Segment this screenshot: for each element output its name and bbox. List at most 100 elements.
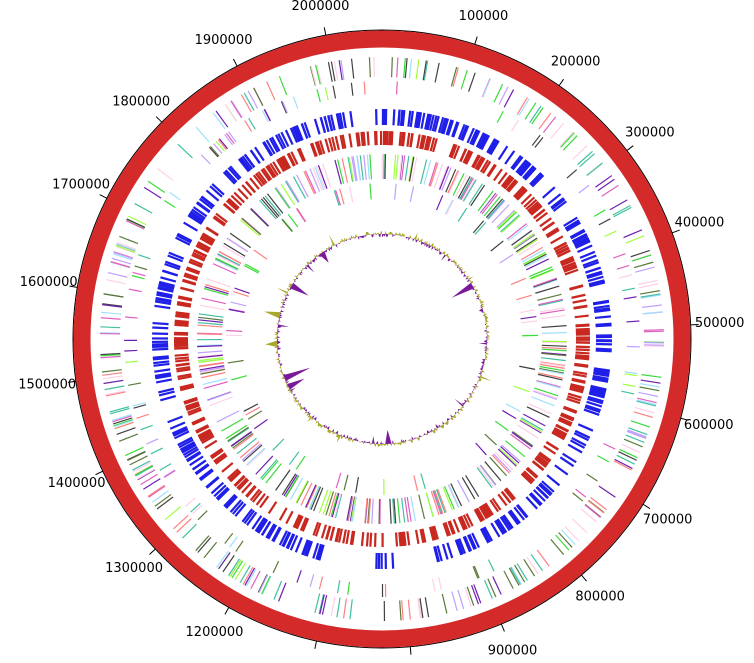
- cds-reverse-tick: [319, 140, 326, 155]
- cds-reverse-tick: [491, 497, 502, 511]
- cds-forward-tick: [494, 520, 505, 535]
- cds-reverse-tick: [210, 448, 224, 459]
- cog-reverse-tick: [523, 253, 547, 267]
- cds-reverse-tick: [257, 171, 268, 184]
- cog-reverse-tick: [539, 307, 565, 313]
- cog-forward-tick: [423, 60, 429, 81]
- cog-reverse-tick: [347, 496, 354, 521]
- cds-reverse-tick: [575, 348, 590, 352]
- cds-reverse-tick: [529, 204, 542, 215]
- cog-reverse-tick: [336, 159, 345, 184]
- cds-reverse-tick: [570, 383, 585, 389]
- cog-forward-tick: [336, 597, 341, 618]
- cog-forward-tick: [572, 145, 588, 160]
- cog-reverse-tick: [367, 498, 371, 524]
- cds-forward-tick: [452, 121, 460, 138]
- cds-forward-tick: [155, 378, 173, 384]
- cog-reverse-tick: [445, 169, 457, 193]
- cog-forward-tick: [242, 566, 254, 585]
- cog-forward-tick: [584, 504, 601, 518]
- cds-forward-tick: [241, 155, 254, 170]
- cds-forward-tick: [278, 530, 288, 546]
- cds-reverse-tick: [550, 235, 564, 245]
- cds-reverse-tick: [278, 507, 288, 521]
- cds-reverse-tick: [563, 265, 578, 273]
- cds-reverse-tick: [503, 176, 514, 189]
- cog-reverse-tick: [476, 467, 493, 489]
- cds-forward-tick: [294, 536, 303, 553]
- cog-reverse-tick: [341, 158, 349, 183]
- cog-reverse-tick: [296, 480, 309, 504]
- cog-reverse-tick: [442, 486, 453, 511]
- cds-reverse-tick: [421, 135, 427, 150]
- cog-reverse-tick: [234, 287, 250, 294]
- cog-reverse-tick: [334, 493, 343, 519]
- cog-reverse-tick: [539, 367, 564, 374]
- cds-reverse-tick: [538, 451, 552, 462]
- cog-forward-tick: [239, 565, 251, 584]
- cds-reverse-tick: [572, 298, 587, 304]
- cds-forward-tick: [451, 121, 459, 138]
- cog-reverse-tick: [246, 447, 266, 466]
- cog-forward-tick: [113, 419, 133, 427]
- cog-reverse-tick: [303, 171, 316, 195]
- cog-reverse-tick: [394, 183, 397, 200]
- cog-reverse-tick: [516, 238, 539, 254]
- scale-tick: [99, 194, 108, 199]
- scale-tick-label: 400000: [675, 215, 725, 230]
- scale-tick-label: 1500000: [18, 378, 76, 393]
- cds-forward-tick: [285, 533, 295, 549]
- scale-ring: [72, 29, 692, 649]
- cog-forward-tick: [625, 235, 645, 244]
- cog-forward-tick: [222, 555, 235, 573]
- cds-reverse-tick: [569, 284, 584, 290]
- cds-reverse-tick: [551, 431, 565, 441]
- cog-reverse-tick: [198, 357, 224, 362]
- cog-forward-tick: [324, 87, 329, 101]
- cog-forward-tick: [310, 65, 317, 86]
- cds-forward-tick: [164, 262, 181, 271]
- cds-forward-tick: [330, 114, 336, 131]
- cds-reverse-tick: [337, 528, 343, 543]
- cog-reverse-tick: [288, 451, 300, 465]
- cog-forward-tick: [626, 320, 640, 323]
- gc-skew-positive: [273, 230, 492, 448]
- cog-forward-tick: [598, 218, 611, 226]
- cog-forward-tick: [631, 254, 652, 262]
- scale-tick: [149, 548, 156, 555]
- cds-forward-tick: [582, 259, 599, 267]
- scale-tick: [155, 116, 163, 123]
- cds-reverse-tick: [174, 320, 189, 325]
- cog-reverse-tick: [540, 314, 566, 320]
- cog-forward-tick: [350, 82, 354, 96]
- cog-forward-tick: [110, 261, 131, 268]
- cds-forward-tick: [268, 137, 279, 153]
- cds-reverse-tick: [552, 430, 566, 440]
- cog-reverse-tick: [537, 293, 562, 301]
- cog-forward-tick: [560, 529, 576, 545]
- cds-reverse-tick: [575, 354, 590, 358]
- cog-reverse-tick: [330, 492, 339, 518]
- cog-forward-tick: [176, 518, 192, 533]
- cog-forward-tick: [404, 58, 408, 79]
- cog-forward-tick: [115, 245, 135, 253]
- cog-forward-tick: [116, 243, 136, 252]
- cog-reverse-tick: [305, 484, 318, 509]
- cog-forward-tick: [124, 446, 144, 457]
- cog-forward-tick: [640, 294, 661, 299]
- cds-forward-tick: [587, 395, 604, 403]
- cog-forward-tick: [100, 352, 121, 356]
- cds-forward-tick: [457, 123, 466, 140]
- cog-reverse-tick: [433, 163, 444, 189]
- cog-forward-tick: [482, 78, 492, 98]
- cog-forward-tick: [627, 430, 647, 439]
- cog-reverse-tick: [328, 492, 337, 517]
- cds-reverse-tick: [552, 429, 567, 438]
- cog-forward-tick: [597, 178, 615, 192]
- cds-reverse-tick: [324, 138, 331, 153]
- cds-forward-tick: [562, 452, 577, 464]
- cog-reverse-tick: [438, 165, 449, 190]
- cds-reverse-tick: [400, 531, 405, 547]
- cog-forward-tick: [218, 138, 229, 150]
- cds-forward-tick: [586, 270, 603, 278]
